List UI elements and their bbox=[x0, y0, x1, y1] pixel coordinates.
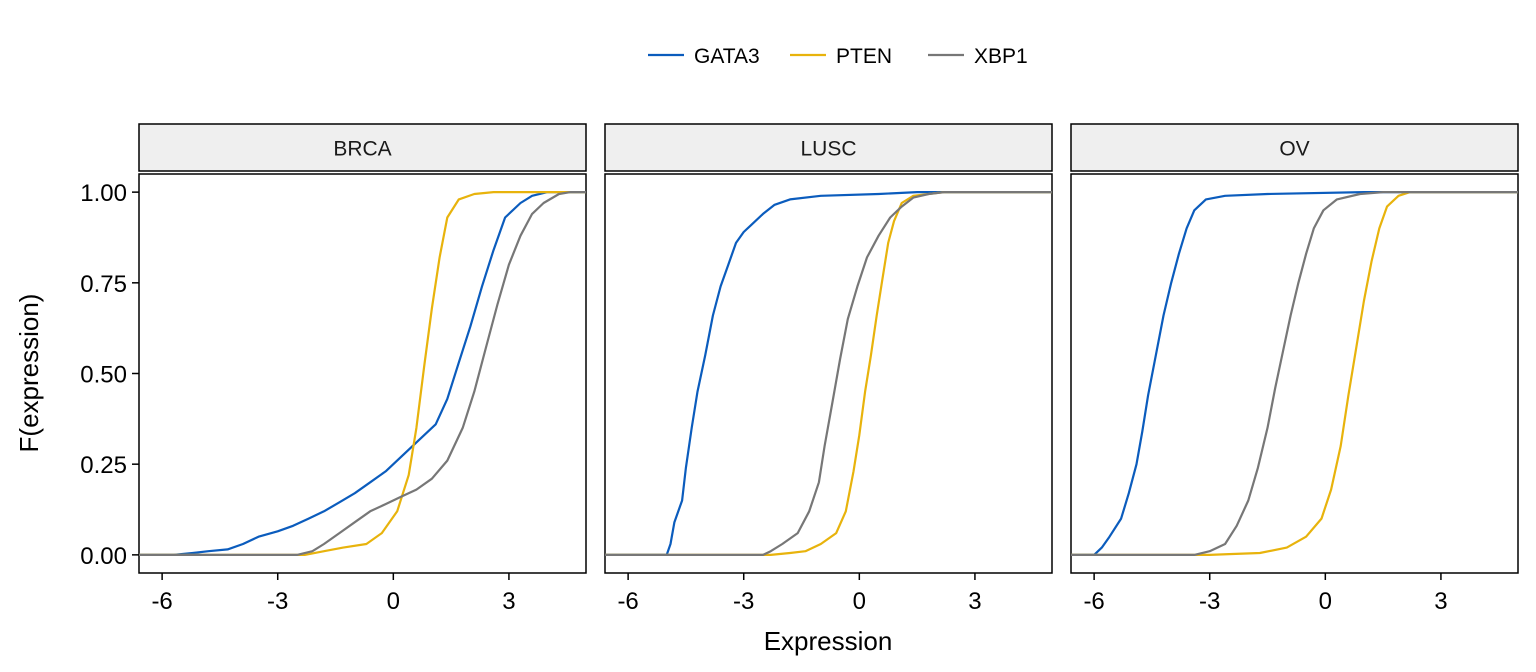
plot-frame bbox=[1070, 173, 1519, 574]
series-line-pten bbox=[1071, 191, 1518, 557]
panel-brca: BRCA -6 -3 0 3 bbox=[138, 123, 587, 615]
legend-label: PTEN bbox=[836, 45, 892, 68]
series-line-gata3 bbox=[1071, 191, 1518, 557]
y-axis: 0.00 0.25 0.50 0.75 1.00 bbox=[80, 180, 139, 570]
y-tick-label: 0.50 bbox=[80, 362, 127, 389]
strip-label: OV bbox=[1279, 138, 1309, 161]
facet-panels: BRCA -6 -3 0 3 LUSC -6 -3 0 3 OV -6 -3 0 3 bbox=[138, 123, 1519, 615]
series-line-xbp1 bbox=[605, 191, 1052, 557]
legend-label: GATA3 bbox=[694, 45, 760, 68]
strip-background bbox=[1070, 123, 1519, 172]
legend-item-gata3: GATA3 bbox=[648, 45, 760, 68]
series-line-pten bbox=[605, 191, 1052, 557]
panel-lusc: LUSC -6 -3 0 3 bbox=[604, 123, 1053, 615]
x-tick-label: -6 bbox=[1083, 588, 1104, 615]
x-tick-label: 3 bbox=[502, 588, 515, 615]
x-tick-label: -6 bbox=[151, 588, 172, 615]
y-tick-label: 1.00 bbox=[80, 180, 127, 207]
x-tick-label: 0 bbox=[853, 588, 866, 615]
legend-item-xbp1: XBP1 bbox=[928, 45, 1028, 68]
y-axis-title: F(expression) bbox=[14, 294, 44, 453]
legend-label: XBP1 bbox=[974, 45, 1028, 68]
series-line-gata3 bbox=[605, 191, 1052, 557]
x-tick-label: -3 bbox=[733, 588, 754, 615]
x-tick-label: 3 bbox=[1434, 588, 1447, 615]
panel-ov: OV -6 -3 0 3 bbox=[1070, 123, 1519, 615]
x-tick-label: 0 bbox=[1319, 588, 1332, 615]
y-tick-label: 0.25 bbox=[80, 452, 127, 479]
x-tick-label: 3 bbox=[968, 588, 981, 615]
legend-item-pten: PTEN bbox=[790, 45, 892, 68]
y-tick-label: 0.00 bbox=[80, 543, 127, 570]
strip-background bbox=[604, 123, 1053, 172]
legend: GATA3 PTEN XBP1 bbox=[648, 45, 1028, 68]
strip-label: BRCA bbox=[333, 138, 391, 161]
series-line-gata3 bbox=[139, 191, 586, 557]
strip-background bbox=[138, 123, 587, 172]
plot-frame bbox=[138, 173, 587, 574]
x-tick-label: -6 bbox=[617, 588, 638, 615]
x-tick-label: -3 bbox=[1199, 588, 1220, 615]
plot-frame bbox=[604, 173, 1053, 574]
y-tick-label: 0.75 bbox=[80, 271, 127, 298]
series-line-xbp1 bbox=[139, 191, 586, 557]
strip-label: LUSC bbox=[800, 138, 856, 161]
x-axis-title: Expression bbox=[764, 626, 893, 656]
x-tick-label: -3 bbox=[267, 588, 288, 615]
series-line-pten bbox=[139, 191, 586, 557]
x-tick-label: 0 bbox=[387, 588, 400, 615]
series-line-xbp1 bbox=[1071, 191, 1518, 557]
